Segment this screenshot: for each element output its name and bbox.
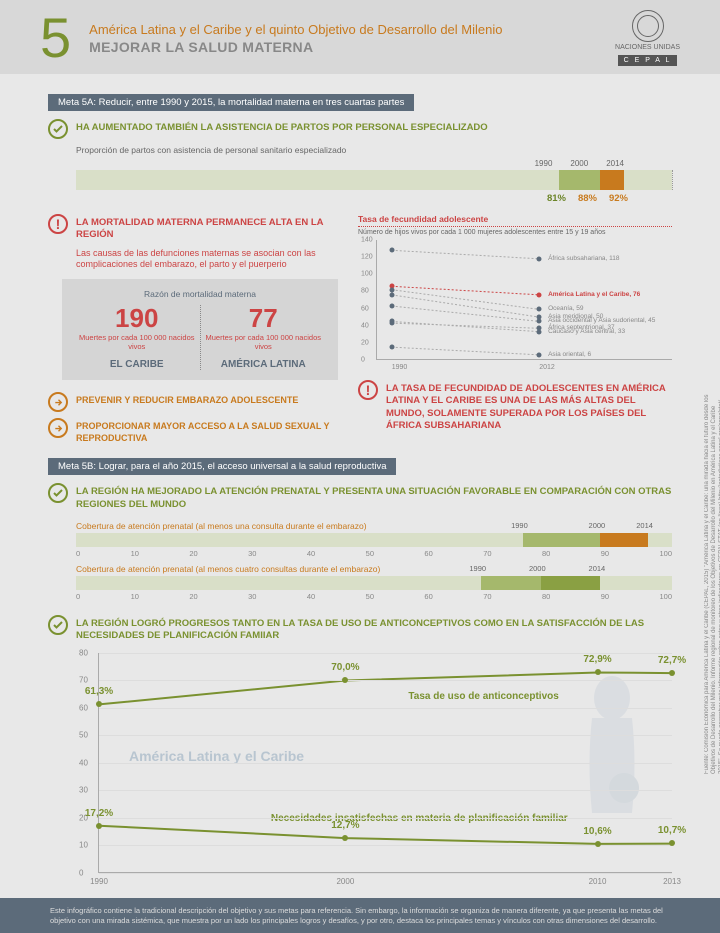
rec1-row: PREVENIR Y REDUCIR EMBARAZO ADOLESCENTE xyxy=(48,392,338,412)
fecundidad-line-chart: 02040608010012014019902012África subsaha… xyxy=(376,240,672,360)
header-text: América Latina y el Caribe y el quinto O… xyxy=(89,22,615,55)
logo-area: NACIONES UNIDAS C E P A L xyxy=(615,10,680,66)
prenatal-title: LA REGIÓN HA MEJORADO LA ATENCIÓN PRENAT… xyxy=(76,483,672,511)
right-column: Tasa de fecundidad adolescente Número de… xyxy=(358,214,672,450)
caribe-num: 190 xyxy=(74,305,200,331)
check-icon xyxy=(48,615,68,635)
anticonceptivos-title: LA REGIÓN LOGRÓ PROGRESOS TANTO EN LA TA… xyxy=(76,615,672,643)
ratio-caribe: 190 Muertes por cada 100 000 nacidos viv… xyxy=(74,305,201,370)
footer: Este infográfico contiene la tradicional… xyxy=(0,898,720,933)
anticonceptivos-row: LA REGIÓN LOGRÓ PROGRESOS TANTO EN LA TA… xyxy=(48,615,672,643)
arrow-right-icon xyxy=(48,418,68,438)
cov1-bar: 199020002014 xyxy=(76,533,672,547)
al-sub: Muertes por cada 100 000 nacidos vivos xyxy=(201,333,327,351)
cov2-scale: 0102030405060708090100 xyxy=(76,592,672,601)
fecundidad-alert: LA TASA DE FECUNDIDAD DE ADOLESCENTES EN… xyxy=(386,380,672,432)
al-region: AMÉRICA LATINA xyxy=(201,359,327,370)
arrow-right-icon xyxy=(48,392,68,412)
header-subtitle: MEJORAR LA SALUD MATERNA xyxy=(89,39,615,55)
partos-row: HA AUMENTADO TAMBIÉN LA ASISTENCIA DE PA… xyxy=(48,119,672,139)
alert-icon: ! xyxy=(48,214,68,234)
logo-label: NACIONES UNIDAS xyxy=(615,44,680,51)
objective-number: 5 xyxy=(40,10,71,66)
caribe-sub: Muertes por cada 100 000 nacidos vivos xyxy=(74,333,200,351)
s1-title: Tasa de uso de anticonceptivos xyxy=(408,691,558,702)
cov2-title: Cobertura de atención prenatal (al menos… xyxy=(76,564,672,574)
cepal-tag: C E P A L xyxy=(618,55,678,66)
infographic-root: 5 América Latina y el Caribe y el quinto… xyxy=(0,0,720,933)
check-icon xyxy=(48,483,68,503)
mortalidad-title: LA MORTALIDAD MATERNA PERMANECE ALTA EN … xyxy=(76,214,338,242)
fecundidad-title: Tasa de fecundidad adolescente xyxy=(358,214,672,227)
two-column-section: ! LA MORTALIDAD MATERNA PERMANECE ALTA E… xyxy=(48,214,672,450)
check-icon xyxy=(48,119,68,139)
al-num: 77 xyxy=(201,305,327,331)
header: 5 América Latina y el Caribe y el quinto… xyxy=(0,0,720,74)
partos-title: HA AUMENTADO TAMBIÉN LA ASISTENCIA DE PA… xyxy=(76,119,488,133)
left-column: ! LA MORTALIDAD MATERNA PERMANECE ALTA E… xyxy=(48,214,338,450)
fecundidad-alert-row: ! LA TASA DE FECUNDIDAD DE ADOLESCENTES … xyxy=(358,380,672,432)
ratio-title: Razón de mortalidad materna xyxy=(74,289,326,299)
ratio-box: Razón de mortalidad materna 190 Muertes … xyxy=(62,279,338,380)
mortalidad-row: ! LA MORTALIDAD MATERNA PERMANECE ALTA E… xyxy=(48,214,338,242)
anticonceptivos-chart: América Latina y el Caribe Tasa de uso d… xyxy=(98,653,672,873)
side-credits: Fuente: Comisión Económica para América … xyxy=(704,394,714,774)
alert-icon: ! xyxy=(358,380,378,400)
ratio-al: 77 Muertes por cada 100 000 nacidos vivo… xyxy=(201,305,327,370)
rec1-text: PREVENIR Y REDUCIR EMBARAZO ADOLESCENTE xyxy=(76,392,298,407)
un-emblem-icon xyxy=(632,10,664,42)
cov2-bar: 199020002014 xyxy=(76,576,672,590)
partos-band-chart: 199020002014 81%88%92% xyxy=(76,159,672,204)
cov1-title: Cobertura de atención prenatal (al menos… xyxy=(76,521,672,531)
header-title: América Latina y el Caribe y el quinto O… xyxy=(89,22,615,37)
meta-5b-tag: Meta 5B: Lograr, para el año 2015, el ac… xyxy=(48,458,396,475)
region-watermark: América Latina y el Caribe xyxy=(129,748,304,764)
fecundidad-sub: Número de hijos vivos por cada 1 000 muj… xyxy=(358,229,672,236)
rec2-row: PROPORCIONAR MAYOR ACCESO A LA SALUD SEX… xyxy=(48,418,338,444)
meta-5a-tag: Meta 5A: Reducir, entre 1990 y 2015, la … xyxy=(48,94,414,111)
coverage-area: Cobertura de atención prenatal (al menos… xyxy=(48,521,672,601)
rec2-text: PROPORCIONAR MAYOR ACCESO A LA SALUD SEX… xyxy=(76,418,338,444)
prenatal-row: LA REGIÓN HA MEJORADO LA ATENCIÓN PRENAT… xyxy=(48,483,672,511)
caribe-region: EL CARIBE xyxy=(74,359,200,370)
causes-text: Las causas de las defunciones maternas s… xyxy=(76,248,338,271)
partos-subtitle: Proporción de partos con asistencia de p… xyxy=(76,145,672,155)
content: Meta 5A: Reducir, entre 1990 y 2015, la … xyxy=(0,74,720,898)
cov1-scale: 0102030405060708090100 xyxy=(76,549,672,558)
